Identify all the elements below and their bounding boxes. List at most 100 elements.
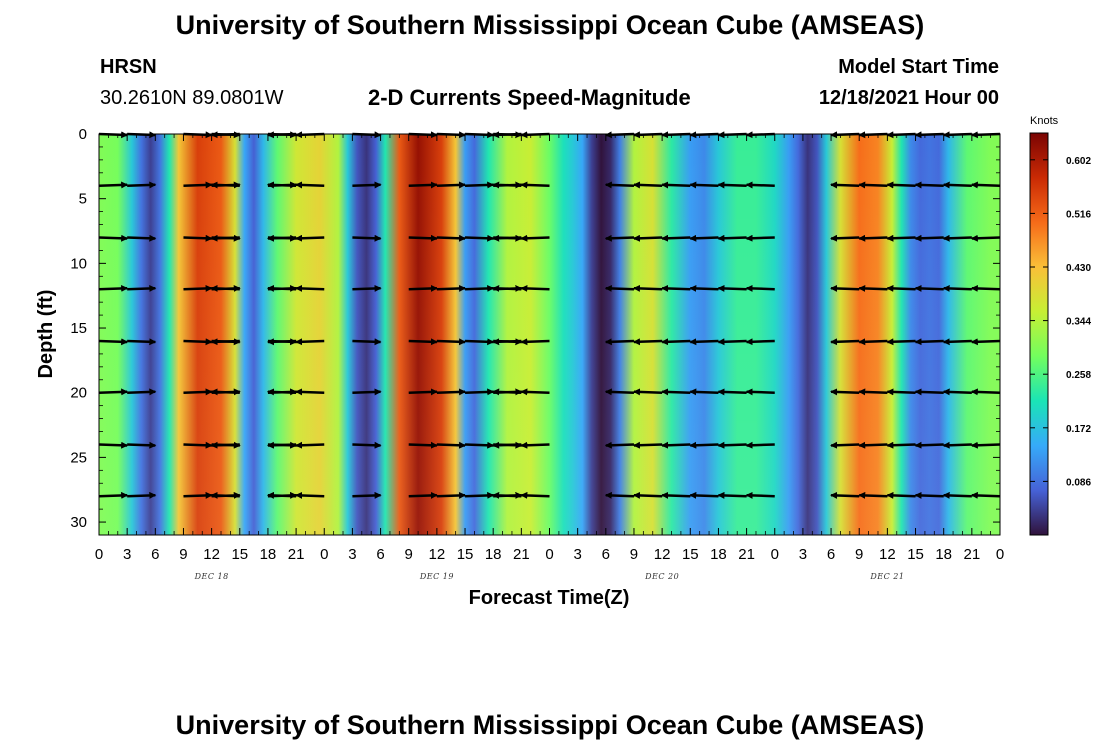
current-vector-3-21 (830, 284, 860, 292)
current-vector-6-1 (127, 441, 157, 449)
current-vector-5-23 (886, 388, 916, 396)
x-tick-label-21: 15 (682, 546, 699, 563)
current-vector-2-17 (661, 234, 691, 242)
current-vector-7-10 (436, 491, 467, 499)
current-vector-6-0 (98, 441, 129, 449)
current-vector-7-14 (520, 491, 550, 499)
current-vector-6-21 (830, 441, 860, 449)
x-tick-label-6: 18 (260, 546, 277, 563)
current-vector-4-10 (436, 338, 467, 346)
x-tick-label-19: 9 (630, 546, 638, 563)
current-vector-7-24 (914, 491, 944, 499)
current-vector-5-8 (352, 388, 382, 396)
x-tick-label-0: 0 (95, 546, 103, 563)
x-tick-label-4: 12 (203, 546, 220, 563)
current-vector-4-19 (717, 338, 747, 346)
x-tick-label-10: 6 (376, 546, 384, 563)
current-vector-4-25 (942, 338, 972, 346)
current-vector-6-8 (352, 441, 382, 449)
current-vector-6-6 (266, 441, 297, 449)
current-vector-5-16 (632, 388, 663, 396)
current-vector-5-20 (745, 388, 775, 396)
y-tick-label-4: 20 (70, 385, 87, 402)
current-vector-3-26 (970, 284, 1001, 292)
current-vector-3-15 (604, 284, 635, 292)
current-vector-7-11 (464, 491, 495, 499)
current-vector-1-7 (295, 181, 325, 189)
x-tick-label-24: 0 (771, 546, 779, 563)
current-vector-1-8 (352, 181, 382, 189)
x-tick-label-12: 12 (429, 546, 446, 563)
model-start-value: 12/18/2021 Hour 00 (818, 87, 999, 109)
x-tick-label-22: 18 (710, 546, 727, 563)
current-vector-2-24 (914, 234, 944, 242)
current-vector-3-9 (408, 284, 438, 292)
day-label-0: DEC 18 (194, 572, 229, 581)
current-vector-4-16 (632, 338, 663, 346)
current-vector-2-19 (717, 234, 747, 242)
day-label-1: DEC 19 (419, 572, 454, 581)
current-vector-6-10 (436, 441, 467, 449)
current-vector-3-14 (520, 284, 550, 292)
current-vector-5-4 (210, 388, 240, 396)
current-vector-2-13 (492, 234, 522, 242)
current-vector-4-20 (745, 338, 775, 346)
current-vector-6-25 (942, 441, 972, 449)
current-vector-6-14 (520, 441, 550, 449)
current-vector-6-20 (745, 441, 775, 449)
current-vector-2-11 (464, 234, 495, 242)
current-vector-5-11 (464, 388, 495, 396)
y-axis-label: Depth (ft) (35, 290, 57, 379)
current-vector-1-18 (689, 181, 719, 189)
current-vector-7-16 (632, 491, 663, 499)
y-tick-label-0: 0 (79, 126, 87, 143)
current-vector-3-7 (295, 284, 325, 292)
current-vector-2-10 (436, 234, 467, 242)
current-vector-2-22 (858, 234, 888, 242)
current-vector-5-14 (520, 388, 550, 396)
model-start-label: Model Start Time (838, 56, 999, 78)
current-vector-5-1 (127, 388, 157, 396)
current-vector-7-21 (830, 491, 860, 499)
current-vector-7-2 (183, 491, 213, 499)
colorbar: Knots 0.602 0.516 0.430 0.344 0.258 0.172 0.08… (1029, 115, 1091, 536)
y-axis: 0 5 10 15 20 25 30 (70, 126, 1000, 531)
chart-title: 2-D Currents Speed-Magnitude (368, 85, 691, 110)
current-vector-1-2 (183, 181, 213, 189)
current-vector-2-9 (408, 234, 438, 242)
current-vector-5-18 (689, 388, 719, 396)
current-vector-4-13 (492, 338, 522, 346)
current-vector-1-20 (745, 181, 775, 189)
current-vector-5-15 (604, 388, 635, 396)
current-vector-4-22 (858, 338, 888, 346)
current-vector-7-0 (98, 491, 129, 499)
current-vector-3-2 (183, 284, 213, 292)
x-tick-label-28: 12 (879, 546, 896, 563)
current-vector-5-21 (830, 388, 860, 396)
x-tick-label-29: 15 (907, 546, 924, 563)
current-vector-1-11 (464, 181, 495, 189)
current-vector-7-17 (661, 491, 691, 499)
x-tick-label-11: 9 (405, 546, 413, 563)
current-vector-2-15 (604, 234, 635, 242)
current-vector-6-9 (408, 441, 438, 449)
current-vector-3-10 (436, 284, 467, 292)
current-vector-4-17 (661, 338, 691, 346)
x-tick-label-1: 3 (123, 546, 131, 563)
current-vector-3-23 (886, 284, 916, 292)
current-vector-6-17 (661, 441, 691, 449)
current-vector-1-1 (127, 181, 157, 189)
current-vector-4-6 (266, 338, 297, 346)
current-vector-3-0 (98, 284, 129, 292)
current-vector-4-8 (352, 338, 382, 346)
current-vector-1-9 (408, 181, 438, 189)
current-vector-6-2 (183, 441, 213, 449)
x-tick-label-7: 21 (288, 546, 305, 563)
current-vector-1-21 (830, 181, 860, 189)
current-vector-1-10 (436, 181, 467, 189)
current-vector-6-4 (210, 441, 240, 449)
current-vector-7-13 (492, 491, 522, 499)
current-vector-3-20 (745, 284, 775, 292)
current-vector-3-11 (464, 284, 495, 292)
